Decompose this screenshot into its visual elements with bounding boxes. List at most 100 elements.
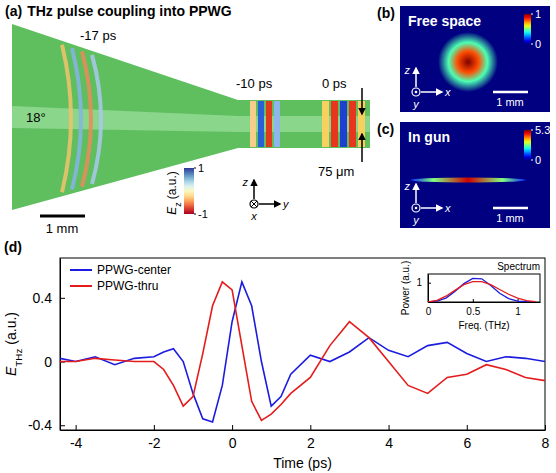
panel-letter: (d) [4,239,22,255]
axis-out-of-plane [412,204,420,212]
x-axis: -4 -2 0 2 4 6 8 [61,425,550,451]
colorbar [524,14,531,44]
figure: (a)THz pulse coupling into PPWG-17 ps-10… [0,0,556,473]
x-tick [154,425,155,430]
x-axis-line [429,302,541,303]
field-background [400,122,550,228]
x-tick-label: 4 [385,435,393,451]
axis-arrow-up [253,180,255,199]
x-tick-group: 0 [229,425,237,451]
y-tick-group: -0.4 [28,417,65,433]
x-tick [467,425,468,430]
colorbar-tick [531,44,533,45]
wavefront [340,101,347,147]
x-tick-group: 0.5 [466,299,480,317]
inset-title: Spectrum [497,261,540,272]
y-axis-line [60,259,61,431]
colorbar-tick-label: 0 [535,154,541,166]
x-axis-title: Time (ps) [273,455,332,471]
colorbar-tick [194,168,196,169]
wavefront [82,52,91,187]
gap-arrow [361,134,363,162]
wavefront [72,48,81,189]
plot-lines [428,278,536,302]
scale-bar-label: 1 mm [496,212,524,224]
x-tick-label: 0 [426,306,432,317]
axis-out-dot [415,91,418,94]
colorbar-label: Ez(a.u.) [165,171,183,215]
x-tick-group: 8 [542,425,550,451]
x-tick [232,425,233,430]
axis-icon-label: x [444,86,451,98]
x-tick-label: 2 [307,435,315,451]
colorbar [524,130,531,160]
colorbar-tick-label: 0 [535,38,541,50]
scale-bar [493,207,528,210]
y-axis: -0.4 0 0.4 [28,259,65,434]
field-spot [438,32,498,92]
wavefront [92,55,101,184]
wavefront [266,101,272,147]
wavefront [258,101,264,147]
y-tick-label: 0 [44,353,52,369]
y-tick [428,283,431,284]
x-tick-group: -4 [70,425,83,451]
colorbar [184,168,194,214]
x-tick-label: 6 [463,435,471,451]
field-background [400,6,550,112]
y-tick-label: 1 [416,277,422,288]
x-tick [310,425,311,430]
x-tick-group: 2 [307,425,315,451]
inset-spectrum: 00.511Freq. (THz)Power (a.u.)Spectrum [400,261,541,331]
gap-arrow [361,88,363,114]
axis-arrow-right [421,91,442,93]
x-tick [389,425,390,430]
panel-letter: (c) [377,121,394,137]
plot-frame [428,274,540,302]
panel-letter: (b) [377,5,395,21]
panel-d: -4 -2 0 2 4 6 8 -0.4 0 0.4 Time (ps) ETHz(a.u.) (d) P… [3,239,550,471]
axis-icon-label: z [404,180,411,192]
axis-icon-label: x [444,202,451,214]
y-axis: 1 [416,275,431,303]
gap-label: 75 μm [318,164,354,179]
x-tick [76,425,77,430]
series-line [428,278,536,302]
wavefront [62,45,71,192]
panel-title: In gun [408,129,450,145]
axis-icon-label: y [412,214,420,226]
scale-bar-label: 1 mm [46,221,79,236]
x-axis-line [61,430,546,431]
plot-lines [60,282,545,422]
y-tick-label: 0.4 [33,290,53,306]
colorbar-tick-label: -1 [198,208,208,220]
x-tick-label: -4 [70,435,83,451]
colorbar-tick-label: 1 [535,8,541,20]
x-tick-label: -2 [148,435,161,451]
plot-frame [60,258,545,430]
x-tick [545,425,546,430]
y-axis-title: Power (a.u.) [400,261,411,315]
axis-out-of-plane [412,88,420,96]
scale-bar [493,91,528,94]
axis-out-of-plane [250,200,258,208]
scale-bar [40,215,85,218]
y-axis-title-part: (a.u.) [3,312,19,345]
axis-arrow-up [415,68,417,87]
x-tick-group: 4 [385,425,393,451]
y-tick [60,298,65,299]
x-tick-label: 0.5 [466,306,480,317]
axis-arrow-up [415,184,417,203]
colorbar-tick [194,214,196,215]
legend: PPWG-centerPPWG-thru [70,263,171,293]
axis-icon-label: z [404,64,411,76]
series-line [60,282,545,421]
x-tick-label: 0 [229,435,237,451]
colorbar-tick [531,14,533,15]
y-tick-label: -0.4 [28,417,52,433]
y-axis-title: ETHz(a.u.) [3,312,24,376]
axis-out-dot [415,207,418,210]
axis-arrow-right [259,203,280,205]
y-axis-line [428,275,429,303]
waveguide-gap [12,106,370,132]
